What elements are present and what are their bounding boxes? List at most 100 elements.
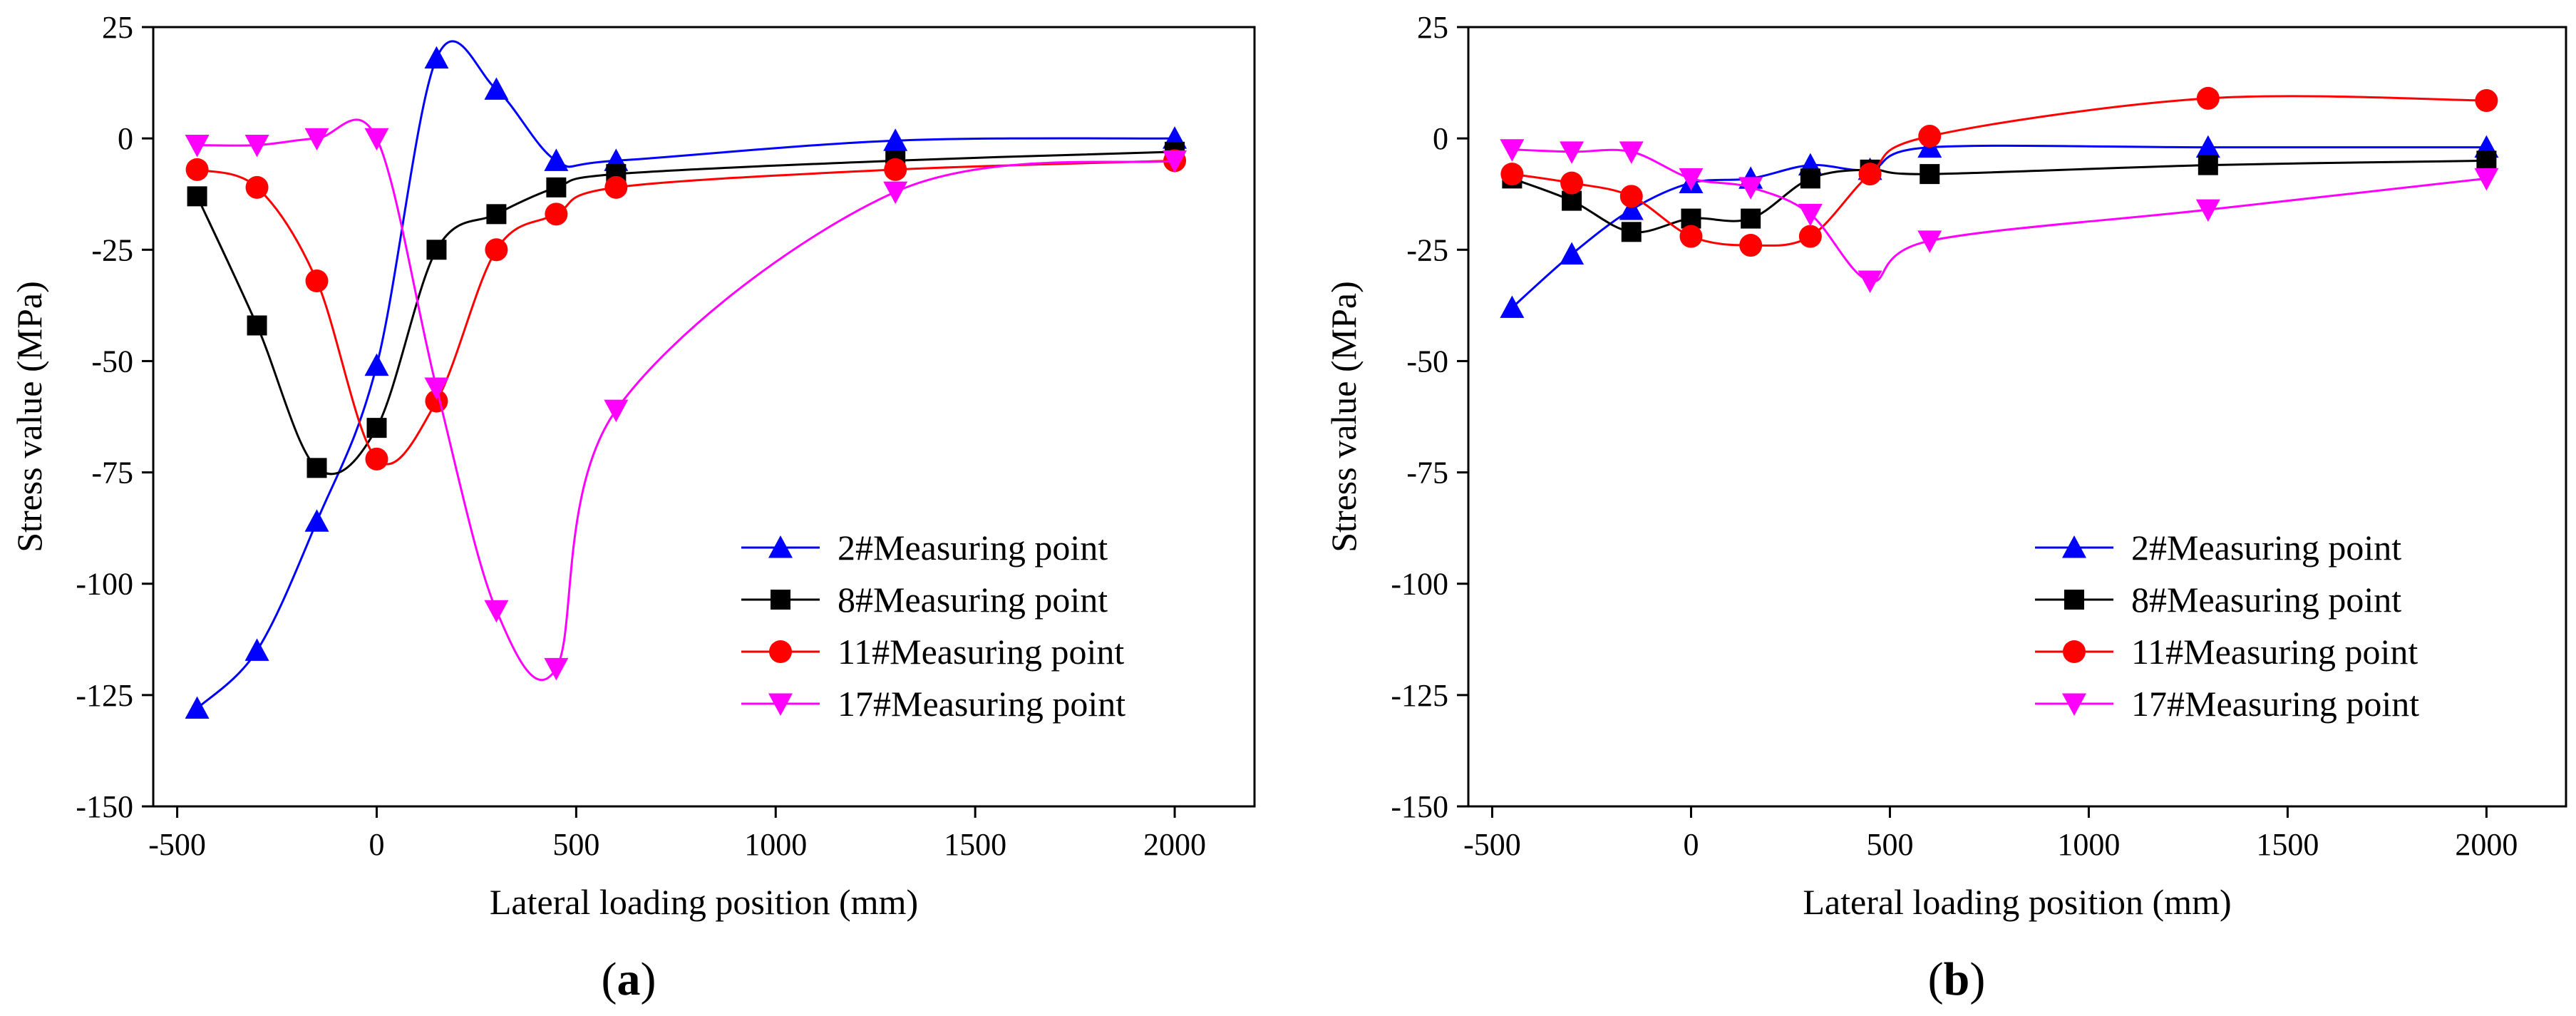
data-point-3	[1738, 177, 1763, 200]
data-point-2	[305, 270, 329, 293]
chart-panel-a: -500 0 500 1000 1500 2000 25 0 -25 -50 -75 -100 -125…	[9, 10, 1256, 1005]
x-tick-label: 0	[1683, 827, 1699, 862]
y-tick-label: -50	[91, 344, 133, 379]
data-point-2	[1918, 125, 1942, 148]
x-tick-label: -500	[148, 827, 206, 862]
legend-label: 17#Measuring point	[2131, 684, 2419, 724]
series-line-2	[1512, 95, 2487, 247]
data-point-2	[365, 447, 388, 471]
data-point-3	[244, 135, 269, 158]
legend-label: 8#Measuring point	[2131, 580, 2401, 620]
y-tick-label: -75	[1406, 456, 1448, 491]
data-point-0	[1619, 197, 1644, 220]
data-point-2	[485, 238, 508, 262]
data-point-2	[245, 175, 269, 199]
data-point-2	[1679, 225, 1703, 248]
legend-marker	[769, 640, 792, 663]
data-point-1	[2476, 150, 2497, 171]
data-point-1	[1621, 222, 1642, 242]
data-point-2	[2196, 86, 2220, 110]
data-point-2	[1500, 163, 1524, 186]
data-point-3	[2195, 199, 2220, 222]
data-point-3	[185, 135, 210, 158]
data-point-0	[2195, 135, 2220, 158]
data-point-2	[1798, 225, 1822, 248]
data-point-3	[304, 128, 329, 151]
data-point-3	[883, 181, 908, 205]
data-point-2	[2475, 89, 2498, 113]
series-line-1	[1511, 159, 2487, 234]
data-point-2	[545, 202, 568, 226]
y-axis-title: Stress value (MPa)	[9, 281, 49, 553]
data-point-3	[424, 377, 449, 400]
data-point-0	[883, 128, 908, 151]
x-tick-label: 0	[369, 827, 384, 862]
series-line-0	[196, 40, 1175, 709]
data-point-2	[1560, 171, 1584, 195]
data-point-3	[1858, 270, 1882, 294]
data-point-3	[1163, 150, 1187, 173]
data-point-3	[1560, 141, 1585, 164]
legend-marker	[768, 693, 793, 716]
data-point-0	[544, 148, 569, 171]
x-tick-label: 1500	[2256, 827, 2319, 862]
data-point-0	[1500, 295, 1525, 318]
x-tick-label: 2000	[2455, 827, 2518, 862]
x-tick-label: 2000	[1143, 827, 1206, 862]
data-point-1	[247, 315, 267, 336]
legend-marker	[2064, 590, 2084, 610]
data-point-1	[2198, 155, 2218, 175]
data-point-3	[604, 399, 629, 423]
data-point-3	[1798, 203, 1823, 227]
data-point-3	[2474, 168, 2499, 191]
legend-label: 17#Measuring point	[838, 684, 1125, 724]
data-point-2	[884, 158, 907, 181]
data-point-2	[1619, 185, 1643, 208]
data-point-1	[306, 458, 327, 478]
y-tick-label: -100	[1391, 567, 1448, 602]
legend-marker	[2062, 535, 2086, 558]
data-point-2	[1858, 163, 1882, 186]
legend-label: 11#Measuring point	[838, 632, 1124, 672]
y-tick-label: 25	[1417, 10, 1448, 45]
legend-marker	[768, 535, 793, 558]
data-point-1	[486, 204, 507, 225]
legend-label: 11#Measuring point	[2131, 632, 2418, 672]
x-axis-title: Lateral loading position (mm)	[1803, 882, 2231, 922]
data-point-1	[366, 418, 387, 438]
x-axis-title: Lateral loading position (mm)	[490, 882, 918, 922]
plot-frame	[1467, 26, 2567, 808]
data-point-1	[1741, 208, 1761, 229]
legend-marker	[2062, 693, 2086, 716]
y-tick-label: -125	[76, 678, 133, 713]
data-point-0	[1560, 242, 1585, 265]
y-tick-label: -150	[76, 789, 133, 824]
y-tick-label: -125	[1391, 678, 1448, 713]
data-point-1	[426, 240, 447, 260]
y-axis-title: Stress value (MPa)	[1324, 281, 1364, 553]
data-point-1	[187, 186, 207, 207]
y-tick-label: 0	[1433, 121, 1448, 156]
x-tick-label: 500	[552, 827, 599, 862]
data-point-3	[544, 657, 569, 681]
data-point-0	[185, 696, 210, 719]
data-point-3	[1619, 141, 1644, 164]
y-tick-label: -25	[1406, 232, 1448, 267]
data-point-3	[364, 128, 389, 151]
data-point-2	[185, 158, 209, 181]
data-point-0	[364, 353, 389, 376]
x-tick-label: -500	[1463, 827, 1521, 862]
series-line-3	[197, 118, 1175, 681]
y-tick-label: -25	[91, 232, 133, 267]
y-tick-label: 25	[102, 10, 133, 45]
data-point-0	[484, 77, 509, 100]
legend-label: 8#Measuring point	[838, 580, 1108, 620]
y-tick-label: 0	[118, 121, 133, 156]
plot-frame	[152, 26, 1256, 808]
data-point-0	[304, 509, 329, 532]
data-point-3	[484, 600, 509, 623]
x-tick-label: 1000	[2057, 827, 2120, 862]
legend-label: 2#Measuring point	[838, 528, 1108, 568]
series-line-1	[196, 150, 1175, 476]
